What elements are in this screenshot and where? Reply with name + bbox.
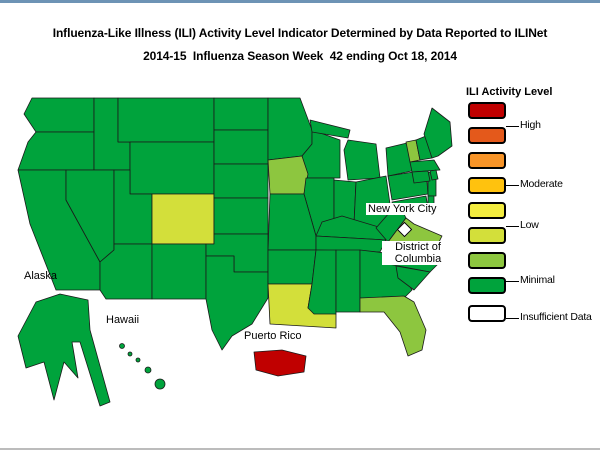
state-michigan-upper-peninsula	[309, 119, 351, 139]
state-hawaii-island-5	[154, 378, 166, 390]
ili-activity-legend: ILI Activity Level High Moderate Low Min…	[464, 84, 600, 348]
state-minnesota	[267, 97, 313, 161]
legend-label-minimal: Minimal	[520, 274, 555, 286]
alaska-label: Alaska	[24, 270, 58, 282]
legend-label-insufficient-data: Insufficient Data	[520, 311, 592, 323]
legend-tick-minimal	[506, 281, 519, 282]
state-maine	[423, 107, 453, 159]
window-bottom-edge	[0, 448, 600, 450]
state-south-dakota	[213, 129, 269, 165]
state-texas	[205, 255, 269, 351]
legend-tick-high	[506, 126, 519, 127]
legend-label-high: High	[520, 119, 541, 131]
legend-box-5	[468, 202, 506, 219]
dc-label-line1: District of	[395, 241, 441, 253]
territory-puerto-rico	[253, 349, 307, 377]
legend-label-low: Low	[520, 219, 539, 231]
state-kansas	[213, 197, 269, 235]
state-rhode-island	[429, 169, 439, 181]
state-hawaii-island-3	[135, 357, 141, 363]
state-iowa	[267, 155, 309, 195]
legend-tick-moderate	[506, 185, 519, 186]
page-title: Influenza-Like Illness (ILI) Activity Le…	[0, 26, 600, 63]
new-york-city-label: New York City	[366, 203, 439, 215]
state-new-mexico	[151, 243, 207, 300]
hawaii-label: Hawaii	[106, 314, 140, 326]
legend-box-1	[468, 102, 506, 119]
state-hawaii-island-2	[127, 351, 133, 357]
legend-title: ILI Activity Level	[466, 86, 553, 98]
state-south-carolina	[395, 265, 431, 291]
legend-box-6	[468, 227, 506, 244]
title-line1: Influenza-Like Illness (ILI) Activity Le…	[52, 26, 548, 40]
legend-box-7	[468, 252, 506, 269]
legend-box-9	[468, 305, 506, 322]
state-connecticut	[411, 170, 431, 184]
state-wyoming	[129, 141, 215, 195]
state-hawaii-island-1	[119, 343, 125, 349]
state-oregon	[17, 131, 95, 171]
puerto-rico-label: Puerto Rico	[244, 330, 302, 342]
dc-label-line2: Columbia	[394, 253, 442, 265]
state-florida	[359, 295, 427, 357]
us-choropleth-map	[17, 97, 453, 407]
state-washington	[23, 97, 95, 133]
state-hawaii-island-4	[144, 366, 152, 374]
legend-box-3	[468, 152, 506, 169]
legend-tick-low	[506, 226, 519, 227]
state-arkansas	[267, 249, 317, 285]
window-top-edge	[0, 0, 600, 3]
state-montana	[117, 97, 215, 143]
state-north-dakota	[213, 97, 269, 131]
district-of-columbia-label: District of Columbia	[382, 241, 454, 265]
state-alaska	[17, 293, 111, 407]
legend-tick-insufficient	[506, 318, 519, 319]
title-line2: 2014-15 Influenza Season Week 42 ending …	[143, 49, 457, 63]
state-alabama	[335, 249, 361, 313]
state-colorado	[151, 193, 215, 245]
state-nebraska	[213, 163, 269, 199]
state-michigan	[343, 139, 381, 181]
state-massachusetts	[409, 159, 441, 173]
legend-box-4	[468, 177, 506, 194]
legend-box-8	[468, 277, 506, 294]
legend-box-2	[468, 127, 506, 144]
legend-label-moderate: Moderate	[520, 178, 563, 190]
